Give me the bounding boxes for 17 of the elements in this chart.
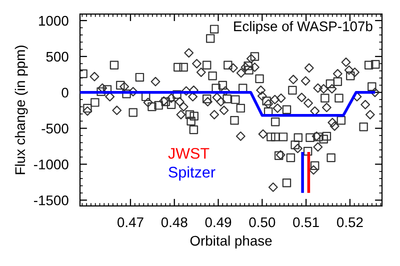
y-tick-label: 1000: [39, 16, 68, 26]
y-tick-label: 0: [62, 88, 68, 98]
y-axis-title: Flux change (in ppm): [14, 46, 28, 174]
y-tick-label: 500: [46, 52, 68, 62]
text: Spitzer: [168, 166, 216, 181]
x-tick-label: 0.47: [118, 217, 144, 228]
y-tick-label: -1000: [34, 160, 68, 170]
chart-title: Eclipse of WASP-107b: [234, 21, 372, 34]
x-tick-label: 0.49: [205, 217, 232, 228]
x-tick-label: 0.50: [249, 217, 276, 228]
y-tick-label: -500: [42, 124, 68, 134]
x-tick-label: 0.51: [293, 217, 319, 228]
text: JWST: [168, 148, 210, 159]
x-tick-label: 0.52: [336, 217, 363, 228]
x-axis-title: Orbital phase: [190, 236, 272, 248]
x-tick-label: 0.48: [161, 217, 188, 228]
y-tick-label: -1500: [34, 195, 68, 206]
